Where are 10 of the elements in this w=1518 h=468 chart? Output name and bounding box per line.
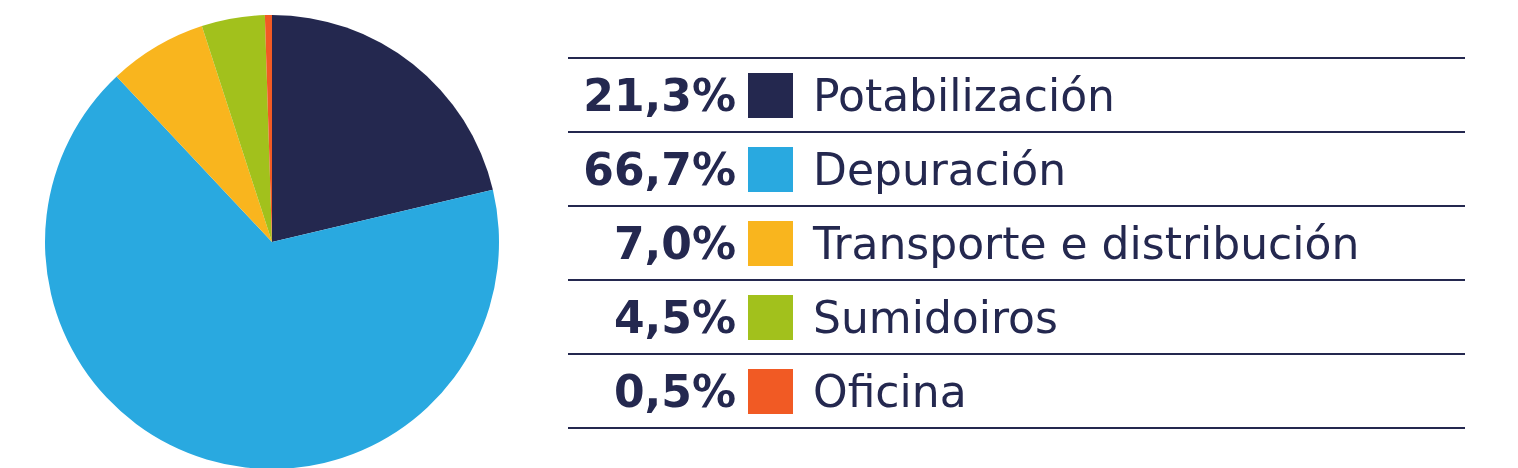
legend-label: Oficina bbox=[813, 365, 967, 417]
data-label: 4,5% bbox=[612, 291, 736, 343]
data-label: 66,7% bbox=[582, 143, 736, 195]
legend-label: Transporte e distribución bbox=[813, 217, 1360, 269]
legend-label: Sumidoiros bbox=[813, 291, 1058, 343]
legend-label: Potabilización bbox=[813, 69, 1115, 121]
legend-label: Depuración bbox=[813, 143, 1067, 195]
data-label: 7,0% bbox=[612, 217, 736, 269]
data-label: 21,3% bbox=[582, 69, 736, 121]
data-label: 0,5% bbox=[612, 365, 736, 417]
